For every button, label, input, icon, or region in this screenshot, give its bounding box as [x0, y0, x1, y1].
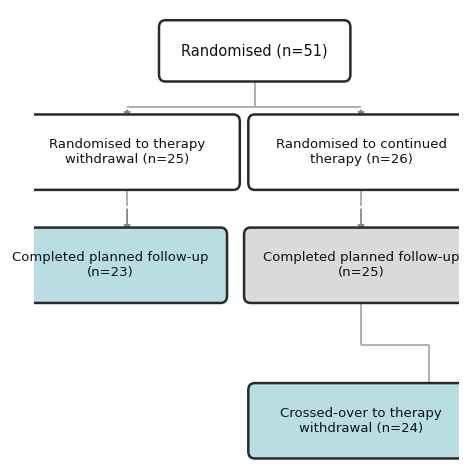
- FancyBboxPatch shape: [248, 383, 474, 458]
- Text: Crossed-over to therapy
withdrawal (n=24): Crossed-over to therapy withdrawal (n=24…: [280, 407, 442, 435]
- Text: Completed planned follow-up
(n=23): Completed planned follow-up (n=23): [12, 251, 209, 279]
- FancyBboxPatch shape: [248, 115, 474, 190]
- FancyBboxPatch shape: [244, 228, 474, 303]
- Text: Randomised to therapy
withdrawal (n=25): Randomised to therapy withdrawal (n=25): [49, 138, 205, 166]
- Text: Randomised to continued
therapy (n=26): Randomised to continued therapy (n=26): [275, 138, 447, 166]
- Text: Completed planned follow-up
(n=25): Completed planned follow-up (n=25): [263, 251, 459, 279]
- FancyBboxPatch shape: [0, 228, 227, 303]
- FancyBboxPatch shape: [14, 115, 240, 190]
- FancyBboxPatch shape: [159, 20, 350, 82]
- Text: Randomised (n=51): Randomised (n=51): [182, 43, 328, 58]
